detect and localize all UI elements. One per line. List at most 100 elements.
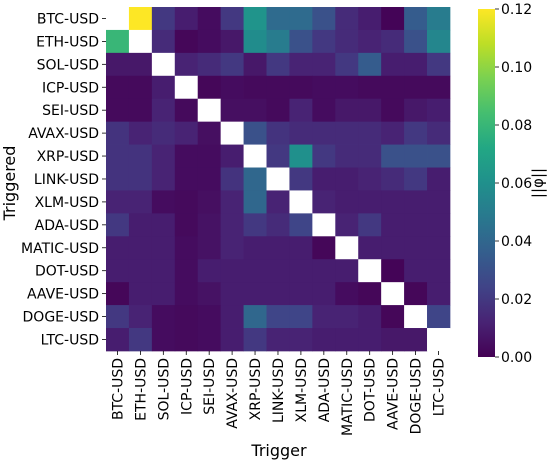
heatmap-cell: [266, 75, 290, 100]
heatmap-cell: [220, 98, 244, 123]
heatmap-cell: [128, 328, 153, 352]
heatmap-cell: [427, 52, 451, 77]
heatmap-cell: [220, 236, 244, 260]
heatmap-cell: [128, 305, 153, 329]
heatmap-cell: [106, 213, 130, 237]
heatmap-cell: [427, 121, 451, 145]
heatmap-cell: [404, 236, 428, 260]
heatmap-cell: [128, 190, 153, 214]
heatmap-cell: [151, 167, 176, 191]
heatmap-cell: [312, 328, 336, 352]
y-tick-label: XLM-USD: [35, 195, 99, 211]
heatmap-cell: [220, 305, 244, 329]
y-tick-label: AVAX-USD: [28, 126, 99, 142]
heatmap-cell: [174, 259, 199, 283]
heatmap-cell: [266, 98, 290, 123]
heatmap-cell: [106, 259, 130, 283]
heatmap-cell: [358, 121, 382, 145]
colorbar-tick-label: 0.02: [501, 292, 532, 308]
heatmap-cell: [243, 29, 267, 54]
heatmap-cell: [106, 7, 130, 31]
heatmap-cell: [289, 328, 313, 352]
colorbar-tick-label: 0.04: [501, 234, 532, 250]
heatmap-cell: [151, 121, 176, 145]
heatmap-cell: [335, 328, 359, 352]
heatmap-cell: [427, 259, 451, 283]
heatmap-cell: [312, 282, 336, 306]
x-tick-label: MATIC-USD: [340, 358, 356, 436]
heatmap-cell: [289, 121, 313, 145]
heatmap-cell: [335, 75, 359, 100]
heatmap-cell: [312, 121, 336, 145]
y-tick-label: MATIC-USD: [21, 241, 99, 257]
heatmap-cell: [289, 75, 313, 100]
heatmap-cell: [335, 236, 359, 260]
heatmap-cell: [404, 75, 428, 100]
heatmap-cell: [197, 7, 222, 31]
x-axis-label: Trigger: [250, 441, 307, 460]
heatmap-cell: [266, 282, 290, 306]
heatmap-cell: [335, 213, 359, 237]
x-tick-label: DOGE-USD: [409, 358, 425, 434]
colorbar-tick-label: 0.00: [501, 350, 532, 366]
heatmap-cell: [312, 29, 336, 54]
heatmap-cell: [427, 213, 451, 237]
y-tick-label: BTC-USD: [37, 11, 99, 27]
x-tick-label: DOT-USD: [363, 358, 379, 422]
y-tick-label: ICP-USD: [42, 80, 99, 96]
heatmap-cell: [220, 167, 244, 191]
heatmap-cell: [358, 236, 382, 260]
x-tick-label: ICP-USD: [179, 358, 195, 415]
heatmap-cell: [427, 29, 451, 54]
heatmap-cell: [427, 7, 451, 31]
colorbar-tick-label: 0.06: [501, 176, 532, 192]
heatmap-cell: [358, 259, 382, 283]
heatmap-cell: [243, 121, 267, 145]
heatmap-cell: [404, 144, 428, 168]
heatmap-cell: [312, 213, 336, 237]
x-tick-label: XLM-USD: [294, 358, 310, 422]
x-tick-label: AVAX-USD: [225, 358, 241, 429]
heatmap-cell: [243, 282, 267, 306]
x-tick-label: LTC-USD: [431, 358, 447, 416]
colorbar-tick-label: 0.10: [501, 60, 532, 76]
heatmap-cell: [128, 167, 153, 191]
heatmap-cell: [427, 236, 451, 260]
heatmap-cell: [381, 282, 405, 306]
heatmap-cell: [289, 167, 313, 191]
heatmap-cell: [335, 259, 359, 283]
heatmap-cell: [197, 328, 222, 352]
heatmap-cell: [358, 305, 382, 329]
heatmap-cell: [174, 98, 199, 123]
heatmap-cell: [427, 190, 451, 214]
heatmap-cell: [381, 213, 405, 237]
heatmap-cell: [312, 7, 336, 31]
heatmap-cell: [381, 121, 405, 145]
heatmap-cell: [243, 190, 267, 214]
heatmap-cell: [381, 236, 405, 260]
heatmap-cell: [404, 29, 428, 54]
heatmap-cell: [174, 7, 199, 31]
heatmap-cell: [220, 144, 244, 168]
heatmap-cell: [404, 7, 428, 31]
y-tick-label: SOL-USD: [37, 57, 99, 73]
heatmap-cell: [404, 190, 428, 214]
heatmap-cell: [197, 98, 222, 123]
heatmap-cell: [312, 98, 336, 123]
heatmap-cell: [128, 213, 153, 237]
heatmap-cell: [381, 144, 405, 168]
heatmap-cell: [174, 236, 199, 260]
heatmap-cell: [404, 52, 428, 77]
heatmap-cell: [220, 29, 244, 54]
heatmap-cell: [174, 75, 199, 100]
heatmap-cell: [358, 282, 382, 306]
colorbar-tick-label: 0.08: [501, 118, 532, 134]
heatmap-cell: [381, 328, 405, 352]
heatmap-cell: [220, 7, 244, 31]
heatmap-cell: [335, 282, 359, 306]
heatmap-cell: [312, 144, 336, 168]
heatmap-cell: [312, 167, 336, 191]
x-tick-label: XRP-USD: [248, 358, 264, 420]
heatmap-cell: [335, 190, 359, 214]
heatmap-cell: [404, 121, 428, 145]
